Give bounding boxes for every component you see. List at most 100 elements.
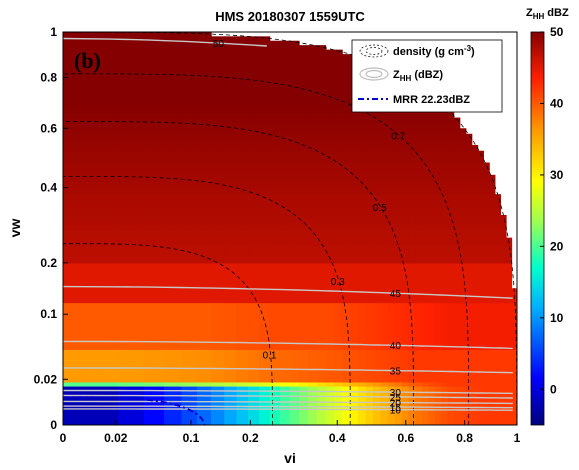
heatmap-cell [428, 194, 436, 202]
heatmap-cell [325, 222, 335, 231]
heatmap-cell [236, 340, 249, 350]
heatmap-cell [434, 112, 442, 119]
heatmap-cell [421, 168, 430, 176]
heatmap-cell [342, 353, 351, 360]
heatmap-cell [248, 358, 260, 365]
heatmap-cell [428, 349, 436, 355]
heatmap-cell [357, 128, 367, 135]
heatmap-cell [196, 174, 212, 182]
heatmap-cell [342, 128, 351, 135]
heatmap-cell [428, 383, 436, 387]
heatmap-cell [394, 174, 403, 182]
heatmap-cell [350, 302, 359, 310]
heatmap-cell [289, 353, 300, 360]
heatmap-cell [259, 168, 271, 176]
heatmap-cell [289, 207, 300, 216]
heatmap-cell [118, 275, 145, 283]
heatmap-cell [181, 67, 198, 74]
heatmap-cell [421, 275, 430, 283]
heatmap-cell [506, 288, 513, 296]
heatmap-cell [259, 133, 271, 140]
heatmap-cell [434, 381, 442, 385]
heatmap-cell [63, 268, 119, 276]
heatmap-cell [394, 150, 403, 158]
y-tick-label: 0.4 [40, 181, 57, 195]
heatmap-cell [196, 139, 212, 146]
heatmap-cell [308, 117, 318, 124]
heatmap-cell [350, 156, 359, 164]
heatmap-cell [248, 72, 260, 78]
heatmap-cell [477, 194, 485, 202]
heatmap-cell [441, 295, 449, 304]
heatmap-cell [477, 349, 485, 355]
heatmap-cell [308, 150, 318, 158]
heatmap-cell [500, 254, 507, 264]
heatmap-cell [408, 254, 416, 264]
heatmap-cell [269, 237, 281, 247]
heatmap-cell [350, 150, 359, 158]
heatmap-cell [259, 275, 271, 283]
heatmap-cell [428, 309, 436, 317]
heatmap-cell [248, 128, 260, 135]
heatmap-cell [453, 194, 461, 202]
heatmap-cell [483, 181, 490, 189]
heatmap-cell [380, 207, 389, 216]
heatmap-cell [357, 122, 367, 129]
heatmap-cell [259, 49, 271, 55]
heatmap-cell [471, 288, 479, 296]
heatmap-cell [428, 381, 436, 385]
heatmap-cell [248, 49, 260, 55]
heatmap-cell [373, 122, 382, 129]
colorbar-tick-label: 40 [550, 96, 564, 110]
heatmap-cell [269, 168, 281, 176]
heatmap-cell [298, 229, 309, 239]
heatmap-cell [325, 63, 335, 69]
heatmap-cell [236, 207, 249, 216]
heatmap-cell [459, 139, 467, 146]
heatmap-cell [408, 229, 416, 239]
heatmap-cell [308, 222, 318, 231]
heatmap-cell [453, 187, 461, 195]
heatmap-cell [181, 181, 198, 189]
heatmap-cell [421, 194, 430, 202]
heatmap-cell [408, 117, 416, 124]
heatmap-cell [441, 139, 449, 146]
heatmap-cell [289, 375, 300, 383]
heatmap-cell [143, 275, 165, 283]
heatmap-cell [387, 349, 396, 355]
heatmap-cell [289, 254, 300, 264]
heatmap-cell [224, 383, 238, 387]
heatmap-cell [236, 194, 249, 202]
heatmap-cell [259, 187, 271, 195]
heatmap-cell [408, 207, 416, 216]
heatmap-cell [483, 288, 490, 296]
heatmap-cell [342, 281, 351, 289]
heatmap-cell [298, 268, 309, 276]
heatmap-cell [308, 316, 318, 325]
heatmap-cell [350, 381, 359, 385]
heatmap-cell [224, 222, 238, 231]
heatmap-cell [421, 144, 430, 152]
heatmap-cell [434, 268, 442, 276]
heatmap-cell [408, 268, 416, 276]
heatmap-cell [333, 302, 343, 310]
heatmap-cell [477, 353, 485, 360]
heatmap-cell [143, 214, 165, 223]
heatmap-cell [224, 288, 238, 296]
heatmap-cell [289, 162, 300, 170]
heatmap-cell [298, 222, 309, 231]
heatmap-cell [248, 40, 260, 46]
heatmap-cell [477, 200, 485, 209]
heatmap-cell [387, 331, 396, 341]
heatmap-cell [224, 358, 238, 365]
heatmap-cell [259, 102, 271, 108]
heatmap-cell [308, 45, 318, 51]
heatmap-cell [373, 229, 382, 239]
heatmap-cell [211, 150, 225, 158]
heatmap-cell [308, 87, 318, 93]
heatmap-cell [394, 144, 403, 152]
legend-density-swatch [359, 44, 389, 58]
heatmap-cell [441, 194, 449, 202]
heatmap-cell [211, 222, 225, 231]
heatmap-cell [441, 349, 449, 355]
